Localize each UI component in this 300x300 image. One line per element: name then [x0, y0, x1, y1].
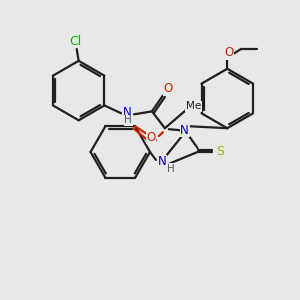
- Text: H: H: [167, 164, 175, 174]
- Text: N: N: [158, 155, 166, 168]
- Text: O: O: [146, 130, 156, 144]
- Text: H: H: [124, 115, 132, 125]
- Text: O: O: [225, 46, 234, 59]
- Text: Me: Me: [186, 101, 201, 111]
- Text: N: N: [180, 124, 189, 137]
- Text: N: N: [123, 106, 132, 119]
- Text: O: O: [163, 82, 172, 95]
- Text: Cl: Cl: [70, 34, 82, 47]
- Text: S: S: [216, 146, 224, 158]
